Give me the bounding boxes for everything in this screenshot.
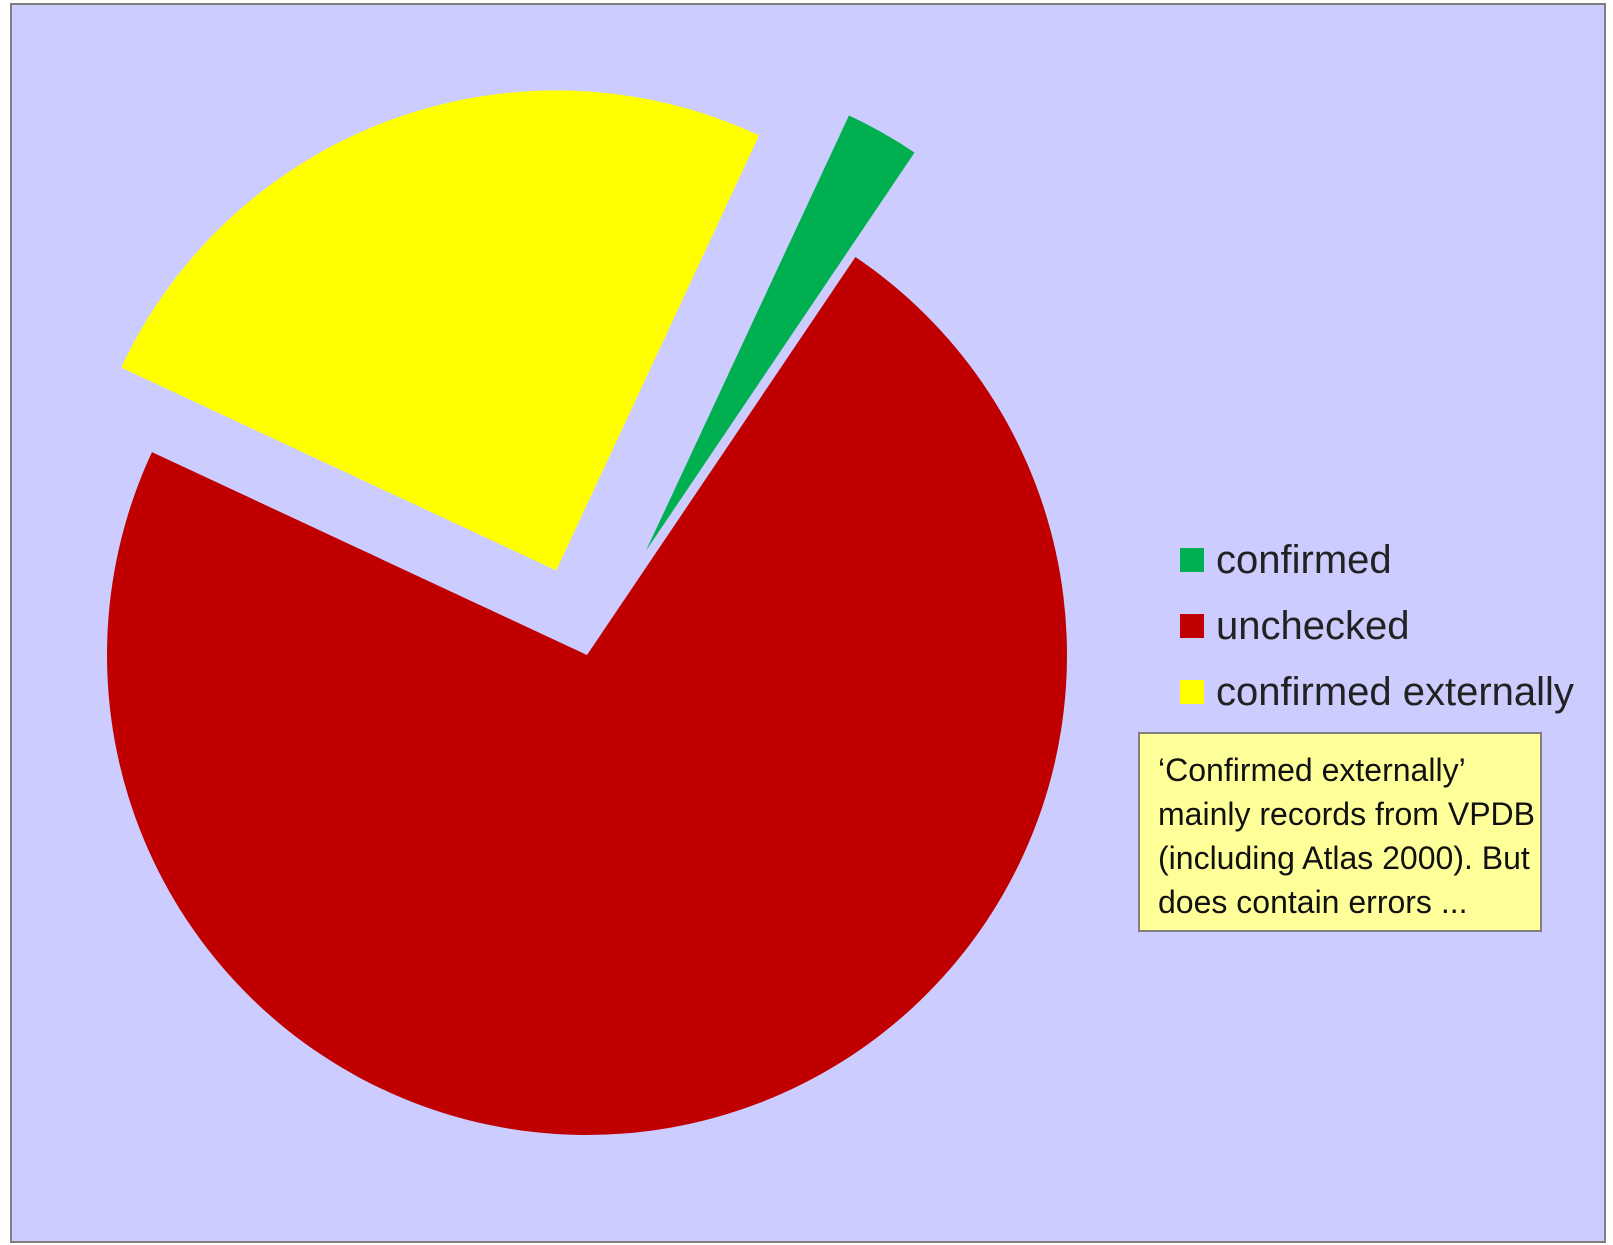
legend-label-unchecked: unchecked — [1216, 603, 1410, 648]
annotation-line: ‘Confirmed externally’ — [1158, 752, 1466, 788]
annotation-line: mainly records from VPDB — [1158, 796, 1535, 832]
pie-chart — [106, 90, 1067, 1136]
legend-label-confirmed: confirmed — [1216, 537, 1392, 582]
slice-unchecked — [106, 257, 1067, 1136]
slice-confirmed-externally — [121, 90, 760, 571]
legend-entry-unchecked: unchecked — [1180, 593, 1574, 659]
legend-entry-confirmed-externally: confirmed externally — [1180, 659, 1574, 725]
legend-swatch-confirmed-externally — [1180, 680, 1204, 704]
annotation-note: ‘Confirmed externally’ mainly records fr… — [1138, 732, 1542, 932]
legend-swatch-unchecked — [1180, 614, 1204, 638]
legend: confirmed unchecked confirmed externally — [1180, 527, 1574, 725]
annotation-line: (including Atlas 2000). But — [1158, 840, 1530, 876]
legend-entry-confirmed: confirmed — [1180, 527, 1574, 593]
chart-area: confirmed unchecked confirmed externally… — [10, 3, 1606, 1243]
slice-confirmed — [646, 115, 915, 551]
legend-label-confirmed-externally: confirmed externally — [1216, 669, 1574, 714]
annotation-line: does contain errors ... — [1158, 884, 1468, 920]
legend-swatch-confirmed — [1180, 548, 1204, 572]
